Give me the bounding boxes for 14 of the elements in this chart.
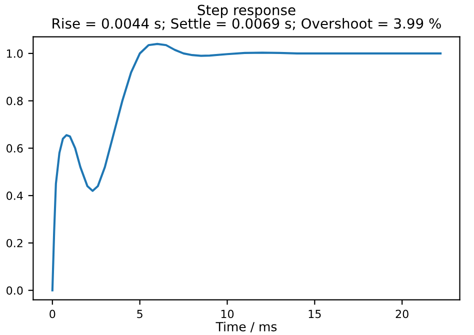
y-tick-label: 0.8: [6, 96, 23, 106]
chart-title: Step response Rise = 0.0044 s; Settle = 0.0069 s; Overshoot = 3.99 %: [52, 4, 441, 30]
x-tick-label: 5: [137, 310, 142, 318]
y-tick-label: 0.6: [6, 144, 23, 153]
y-tick-label: 0.4: [6, 192, 23, 200]
y-tick-label: 0.2: [6, 238, 22, 248]
line-series: [51, 42, 442, 292]
y-tick-label: 1.0: [7, 49, 23, 58]
x-tick-label: 20: [396, 310, 408, 318]
x-tick-label: 0: [50, 310, 56, 318]
y-tick-label: 0.0: [6, 286, 23, 295]
x-axis-title: Time / ms: [216, 322, 277, 332]
x-tick-label: 10: [221, 310, 234, 318]
x-tick-label: 15: [308, 310, 321, 318]
